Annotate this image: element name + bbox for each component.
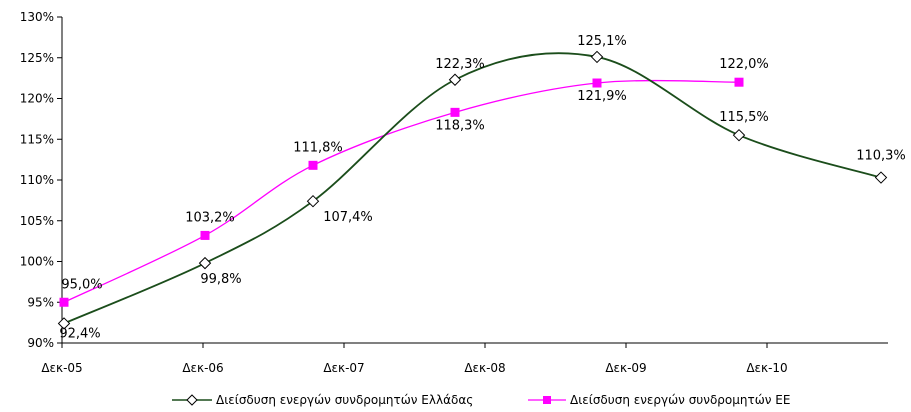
y-tick-label: 110% <box>20 173 54 187</box>
y-tick-label: 100% <box>20 255 54 269</box>
legend-marker-greece <box>186 394 198 406</box>
y-tick-label: 120% <box>20 92 54 106</box>
y-tick-label: 90% <box>27 336 54 350</box>
eu-data-label: 111,8% <box>293 140 343 155</box>
x-axis-tick-labels: Δεκ-05 Δεκ-06 Δεκ-07 Δεκ-08 Δεκ-09 Δεκ-10 <box>41 361 787 375</box>
greece-data-label: 110,3% <box>856 149 906 164</box>
eu-marker <box>308 160 318 170</box>
x-tick-label: Δεκ-07 <box>323 361 364 375</box>
y-tick-label: 115% <box>20 132 54 146</box>
greece-marker <box>732 128 746 142</box>
y-tick-label: 105% <box>20 214 54 228</box>
x-tick-label: Δεκ-06 <box>182 361 223 375</box>
x-tick-label: Δεκ-05 <box>41 361 82 375</box>
eu-marker <box>200 230 210 240</box>
data-labels: 92,4% 99,8% 107,4% 122,3% 125,1% 115,5% 110,3%… <box>59 34 905 342</box>
y-tick-label: 125% <box>20 51 54 65</box>
greece-data-label: 125,1% <box>577 34 627 49</box>
x-tick-label: Δεκ-10 <box>746 361 787 375</box>
greece-marker <box>448 73 462 86</box>
legend-marker-eu <box>543 396 551 404</box>
legend-label-eu: Διείσδυση ενεργών συνδρομητών ΕΕ <box>570 393 790 407</box>
legend: Διείσδυση ενεργών συνδρομητών Ελλάδας Διε… <box>172 393 790 407</box>
eu-marker <box>59 297 69 307</box>
eu-data-label: 103,2% <box>185 210 235 225</box>
x-tick-label: Δεκ-09 <box>605 361 646 375</box>
y-tick-label: 95% <box>27 295 54 309</box>
greece-marker <box>57 317 71 330</box>
eu-marker <box>734 77 744 87</box>
eu-marker <box>592 78 602 88</box>
greece-data-label: 92,4% <box>59 326 100 341</box>
greece-marker <box>198 256 212 270</box>
eu-data-label: 95,0% <box>61 277 102 292</box>
greece-data-label: 107,4% <box>323 210 373 225</box>
axes <box>57 16 888 348</box>
greece-marker <box>590 50 604 64</box>
greece-data-label: 122,3% <box>435 57 485 72</box>
eu-marker <box>450 107 460 117</box>
x-tick-label: Δεκ-08 <box>464 361 505 375</box>
y-axis-tick-labels: 90% 95% 100% 105% 110% 115% 120% 125% 130% <box>20 10 54 350</box>
eu-data-label: 121,9% <box>577 89 627 104</box>
series-line-eu <box>63 79 740 303</box>
series-markers <box>57 50 888 330</box>
greece-marker <box>306 194 320 208</box>
series-line-greece <box>63 52 882 325</box>
eu-data-label: 122,0% <box>719 57 769 72</box>
greece-marker <box>874 171 888 184</box>
y-tick-label: 130% <box>20 10 54 24</box>
greece-data-label: 115,5% <box>719 110 769 125</box>
series-lines <box>63 52 882 325</box>
greece-data-label: 99,8% <box>200 272 241 287</box>
legend-label-greece: Διείσδυση ενεργών συνδρομητών Ελλάδας <box>216 393 473 407</box>
eu-data-label: 118,3% <box>435 118 485 133</box>
